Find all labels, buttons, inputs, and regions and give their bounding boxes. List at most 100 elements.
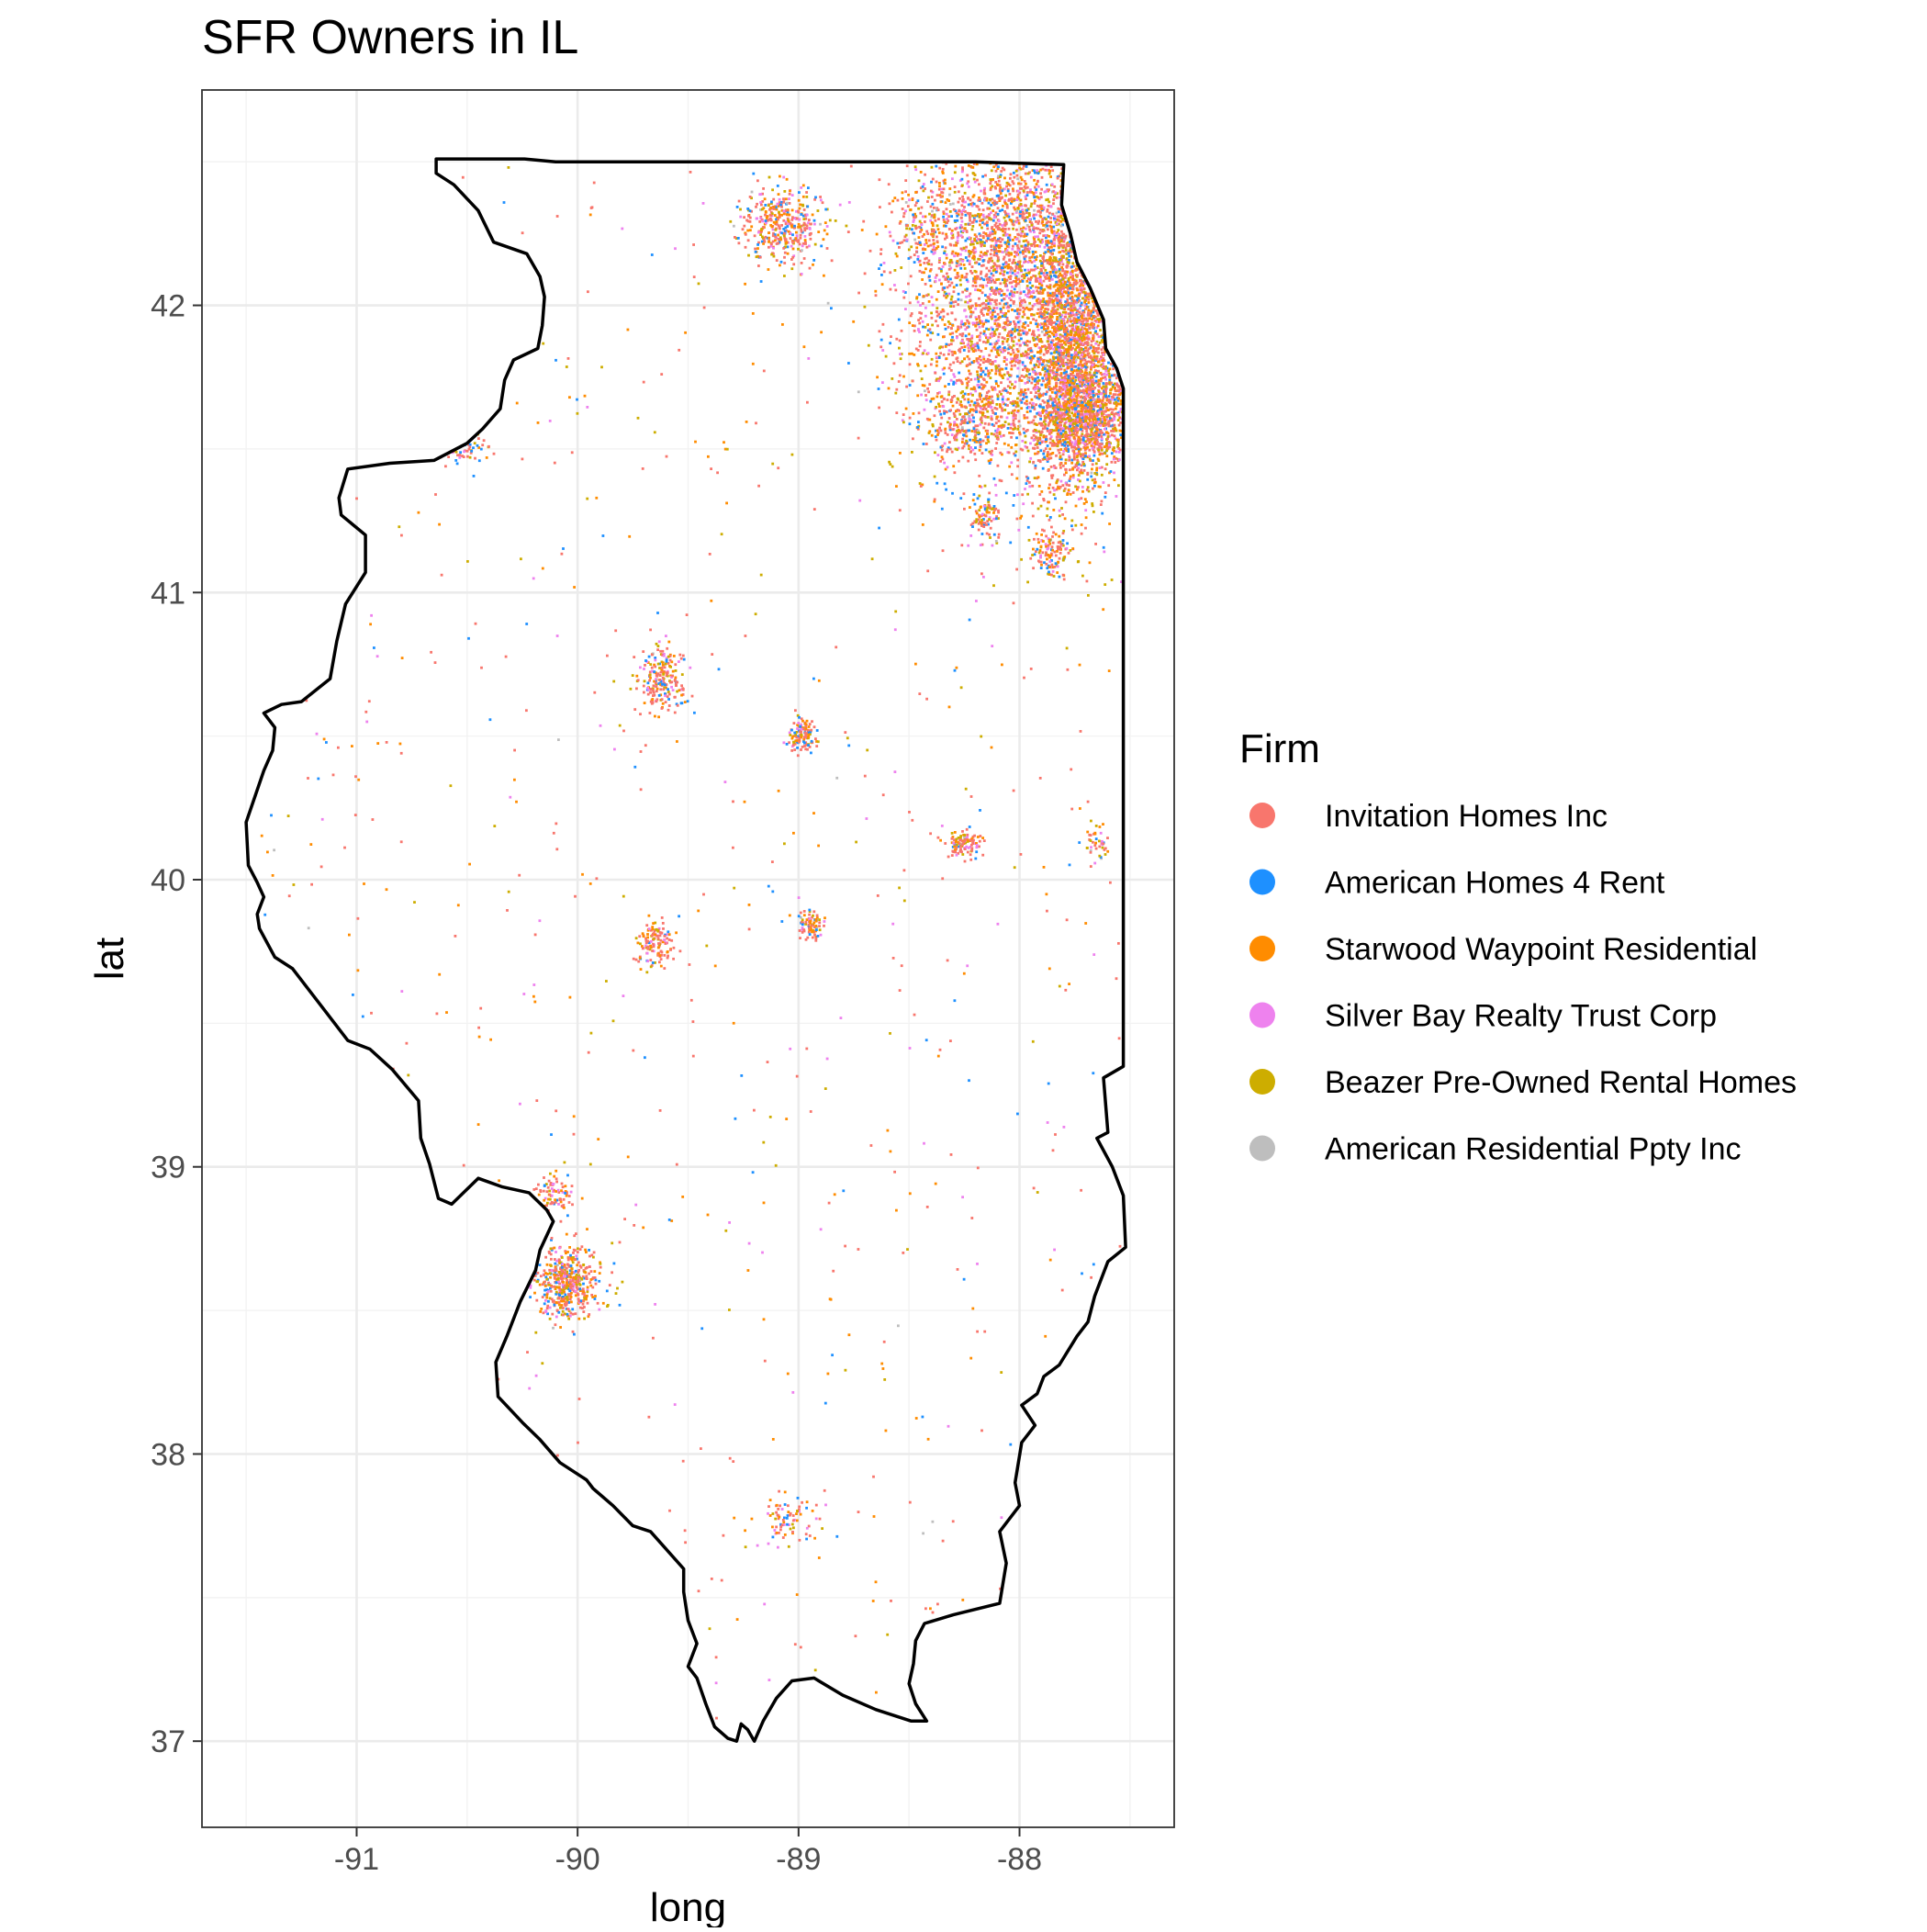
data-point-3827 <box>1031 256 1034 259</box>
data-point-3560 <box>987 370 990 373</box>
data-point-3691 <box>1023 310 1025 313</box>
data-point-1712 <box>1082 334 1085 337</box>
data-point-3731 <box>913 412 915 415</box>
data-point-2706 <box>1041 431 1044 433</box>
data-point-11 <box>1023 414 1025 417</box>
data-point-4055 <box>1046 300 1048 303</box>
data-point-2597 <box>939 352 942 354</box>
data-point-3846 <box>935 353 937 355</box>
data-point-4710 <box>1088 393 1091 396</box>
data-point-3905 <box>1013 344 1015 347</box>
data-point-1248 <box>1107 362 1110 365</box>
data-point-2262 <box>910 275 913 277</box>
data-point-3131 <box>1002 167 1004 170</box>
data-point-4051 <box>1081 315 1083 318</box>
data-point-1192 <box>1059 510 1061 512</box>
data-point-4539 <box>1074 410 1077 413</box>
data-point-4006 <box>1048 300 1050 303</box>
data-point-501 <box>1026 493 1029 496</box>
data-point-4574 <box>1119 433 1122 436</box>
data-point-3975 <box>969 346 971 349</box>
data-point-3501 <box>1055 259 1058 262</box>
data-point-3318 <box>919 264 922 266</box>
data-point-3453 <box>972 344 975 347</box>
data-point-3352 <box>1010 354 1013 356</box>
data-point-3350 <box>919 482 922 485</box>
data-point-2079 <box>1058 401 1060 404</box>
data-point-1100 <box>1040 272 1043 275</box>
data-point-1929 <box>979 289 981 292</box>
data-point-2247 <box>858 500 861 502</box>
data-point-4140 <box>958 372 960 375</box>
data-point-4374 <box>1055 423 1058 426</box>
data-point-3083 <box>918 411 921 414</box>
data-point-1330 <box>1094 481 1097 484</box>
data-point-1316 <box>1087 486 1090 489</box>
data-point-3901 <box>902 297 905 299</box>
data-point-3468 <box>929 328 932 331</box>
data-point-3279 <box>1015 477 1018 480</box>
data-point-4822 <box>1089 397 1092 399</box>
data-point-4860 <box>1092 380 1094 383</box>
data-point-402 <box>1104 583 1106 586</box>
data-point-3274 <box>1088 314 1091 317</box>
data-point-2721 <box>1032 368 1035 371</box>
data-point-4875 <box>1095 426 1098 429</box>
data-point-332 <box>1075 505 1078 508</box>
data-point-3248 <box>958 293 960 296</box>
data-point-3799 <box>1025 342 1027 344</box>
data-point-2871 <box>1037 508 1040 511</box>
data-point-3877 <box>1020 304 1023 307</box>
data-point-4108 <box>1034 477 1036 479</box>
data-point-4956 <box>1059 411 1062 414</box>
data-point-1218 <box>1066 298 1069 301</box>
data-point-3400 <box>1014 274 1016 276</box>
data-point-2361 <box>1016 317 1019 320</box>
data-point-1688 <box>1081 523 1083 526</box>
data-point-4175 <box>1073 458 1076 461</box>
data-point-1730 <box>1052 421 1055 423</box>
data-point-3348 <box>1009 277 1012 280</box>
data-point-1325 <box>1070 520 1073 522</box>
data-point-2550 <box>893 284 896 286</box>
data-point-3215 <box>1070 298 1073 301</box>
data-point-3005 <box>1026 479 1029 482</box>
data-point-3703 <box>1070 273 1072 275</box>
data-point-4935 <box>1085 420 1088 422</box>
data-point-3871 <box>936 392 939 395</box>
data-point-1555 <box>1086 343 1089 346</box>
data-point-974 <box>1056 394 1059 397</box>
data-point-916 <box>1012 349 1014 352</box>
data-point-1827 <box>1068 459 1070 462</box>
data-point-3678 <box>996 351 999 354</box>
data-point-2843 <box>918 322 921 325</box>
data-point-3506 <box>1023 313 1025 316</box>
data-point-4963 <box>1038 442 1041 444</box>
data-point-2438 <box>904 209 907 212</box>
data-point-4117 <box>1035 364 1037 366</box>
data-point-4573 <box>1101 387 1104 389</box>
data-point-4625 <box>1114 434 1116 437</box>
data-point-3050 <box>955 252 958 254</box>
data-point-3903 <box>1055 275 1058 278</box>
data-point-3878 <box>992 334 995 337</box>
data-point-3153 <box>995 329 998 331</box>
data-point-875 <box>1092 334 1094 337</box>
data-point-3407 <box>930 181 933 184</box>
data-point-3840 <box>1023 290 1025 293</box>
data-point-3778 <box>1030 221 1033 224</box>
data-point-3887 <box>1048 360 1050 363</box>
data-point-1059 <box>1062 484 1065 487</box>
data-point-3323 <box>1057 377 1059 380</box>
data-point-4577 <box>1044 425 1047 428</box>
data-point-3780 <box>963 276 966 279</box>
data-point-4019 <box>1038 283 1041 286</box>
data-point-2126 <box>878 267 880 270</box>
data-point-3178 <box>976 399 979 401</box>
data-point-4835 <box>1044 367 1047 370</box>
data-point-2451 <box>1005 253 1008 256</box>
data-point-1417 <box>1034 343 1036 346</box>
data-point-1702 <box>1070 265 1073 268</box>
data-point-2416 <box>948 262 951 264</box>
data-point-2274 <box>917 301 920 304</box>
